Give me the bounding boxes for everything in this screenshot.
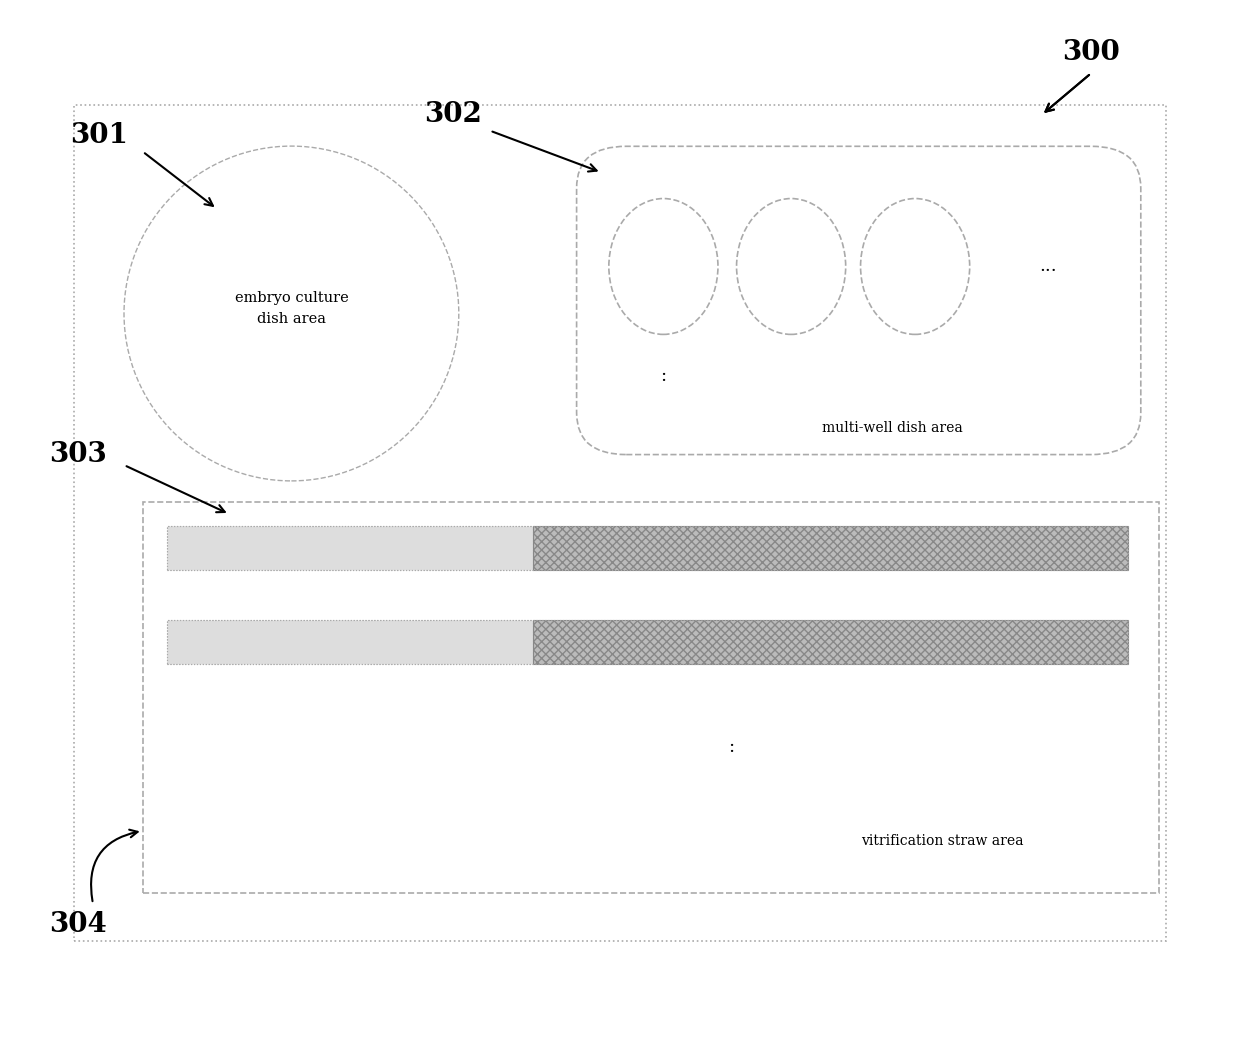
Ellipse shape <box>861 199 970 334</box>
Bar <box>533 620 1128 664</box>
Ellipse shape <box>609 199 718 334</box>
Text: 304: 304 <box>50 911 107 938</box>
Ellipse shape <box>737 199 846 334</box>
Bar <box>167 620 533 664</box>
Bar <box>167 620 1128 664</box>
Text: embryo culture
dish area: embryo culture dish area <box>234 291 348 326</box>
Text: 301: 301 <box>71 122 128 149</box>
Bar <box>167 526 1128 570</box>
Ellipse shape <box>124 146 459 481</box>
Text: 303: 303 <box>50 441 107 468</box>
Text: :: : <box>729 738 734 757</box>
Text: 302: 302 <box>424 101 481 129</box>
FancyBboxPatch shape <box>577 146 1141 455</box>
Text: multi-well dish area: multi-well dish area <box>822 421 963 436</box>
Bar <box>533 526 1128 570</box>
Text: ...: ... <box>1039 257 1056 276</box>
Text: 300: 300 <box>1063 39 1120 66</box>
Text: vitrification straw area: vitrification straw area <box>861 834 1024 849</box>
Text: :: : <box>661 367 666 386</box>
Bar <box>167 526 533 570</box>
Bar <box>143 502 1159 893</box>
Bar <box>74 104 1166 940</box>
